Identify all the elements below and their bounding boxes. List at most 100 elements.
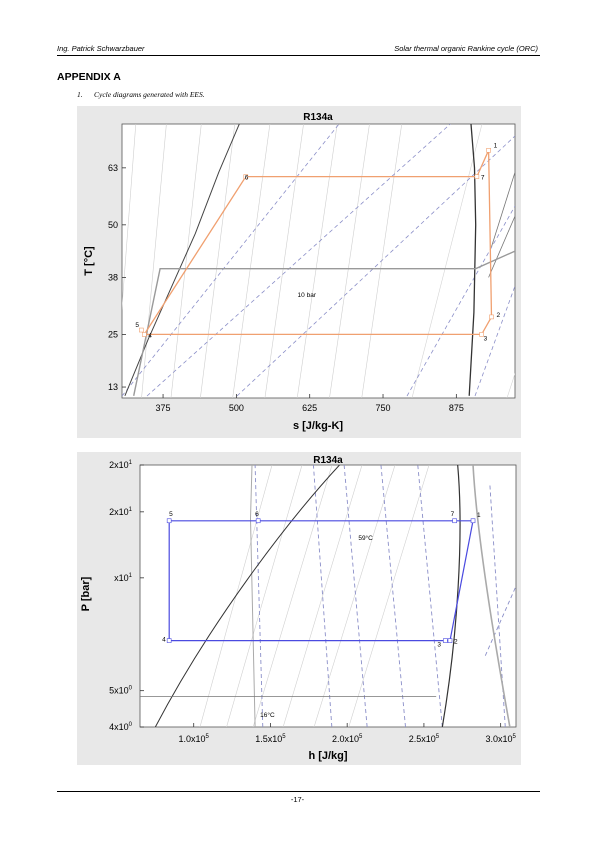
- background-curve: [329, 124, 370, 398]
- y-tick-label: 25: [108, 329, 118, 339]
- x-tick-label: 1.5x105: [255, 734, 286, 744]
- plot-area: [139, 464, 517, 728]
- saturated-liquid-line: [124, 124, 240, 396]
- cycle-path: [168, 520, 474, 642]
- state-label-4: 4: [148, 332, 152, 339]
- state-label-3: 3: [484, 335, 488, 342]
- x-axis-label: h [J/kg]: [308, 750, 347, 762]
- annotation-10-bar: 10 bar: [298, 292, 317, 299]
- y-tick-label: 38: [108, 272, 118, 282]
- background-curve: [411, 124, 483, 398]
- background-curve: [252, 465, 333, 727]
- state-point-7: [474, 174, 480, 179]
- x-tick-label: 750: [376, 403, 391, 413]
- state-point-4: [141, 332, 147, 337]
- x-tick-label: 2.0x105: [332, 734, 363, 744]
- dashed-curve: [254, 465, 264, 727]
- state-point-5: [166, 518, 172, 524]
- chart-title: R134a: [313, 455, 343, 466]
- background-curve: [296, 124, 338, 398]
- background-curve: [361, 124, 403, 398]
- background-curve: [348, 465, 430, 727]
- background-curve: [200, 124, 236, 398]
- y-tick-label: 63: [108, 163, 118, 173]
- y-tick-label: 2x101: [109, 460, 133, 470]
- state-point-6: [243, 174, 249, 179]
- y-tick-label: 2x101: [109, 507, 133, 517]
- caption-text: Cycle diagrams generated with EES.: [94, 90, 205, 99]
- background-curve: [141, 124, 167, 398]
- state-label-6: 6: [245, 175, 249, 182]
- dashed-curve: [489, 484, 506, 727]
- x-tick-label: 1.0x105: [179, 734, 210, 744]
- state-label-1: 1: [477, 512, 481, 519]
- background-curve: [232, 124, 271, 398]
- y-tick-label: 50: [108, 220, 118, 230]
- state-label-7: 7: [451, 511, 455, 518]
- annotation-59c: 59°C: [358, 534, 373, 542]
- saturated-vapor-line: [441, 465, 461, 727]
- state-label-6: 6: [255, 511, 259, 518]
- background-curve: [472, 465, 511, 727]
- dashed-curve: [312, 465, 333, 727]
- cycle: 1 2 3 4 5 6 7: [135, 142, 500, 342]
- header-document-title: Solar thermal organic Rankine cycle (ORC…: [394, 44, 538, 53]
- x-tick-label: 2.5x105: [409, 734, 440, 744]
- section-heading: APPENDIX A: [57, 71, 121, 83]
- state-label-5: 5: [169, 511, 173, 518]
- plot-area: [121, 123, 516, 399]
- axis-ticks: 1.0x105 1.5x105 2.0x105 2.5x105 3.0x105 4x100…: [109, 460, 516, 744]
- dashed-curve: [484, 586, 516, 656]
- isobar-line: [491, 172, 515, 247]
- state-point-3: [443, 638, 448, 643]
- x-tick-label: 500: [229, 403, 244, 413]
- chart-title: R134a: [303, 112, 333, 123]
- state-point-4: [166, 638, 172, 643]
- background-curve: [249, 465, 256, 727]
- saturated-liquid-line: [154, 465, 340, 727]
- x-tick-label: 625: [302, 403, 317, 413]
- axis-ticks: 375 500 625 750 875 13 25 38 50 63: [108, 163, 464, 413]
- y-tick-label: x101: [114, 573, 133, 583]
- background-curves: [122, 124, 515, 398]
- state-label-3: 3: [437, 642, 441, 649]
- dashed-curve: [380, 465, 406, 727]
- state-point-3: [479, 332, 484, 337]
- state-label-4: 4: [162, 637, 166, 644]
- background-curves: [140, 465, 516, 727]
- dashed-curve: [343, 465, 368, 727]
- x-axis-label: s [J/kg-K]: [293, 420, 343, 432]
- state-point-2: [489, 314, 494, 320]
- dashed-curve: [406, 205, 515, 397]
- state-point-6: [255, 518, 261, 524]
- background-curve: [282, 465, 363, 727]
- state-point-1: [470, 518, 476, 524]
- y-axis-label: T [°C]: [83, 246, 95, 276]
- background-curve: [170, 124, 202, 398]
- y-axis-label: P [bar]: [80, 576, 92, 611]
- header-rule: [57, 55, 540, 56]
- caption-number: 1.: [77, 90, 83, 99]
- isobar-10-bar: [133, 250, 515, 396]
- background-curve: [264, 124, 304, 398]
- state-point-7: [452, 518, 457, 524]
- footer-rule: [57, 791, 540, 792]
- state-point-1: [486, 148, 491, 153]
- annotation-16c: 16°C: [260, 711, 275, 719]
- background-curve: [226, 465, 303, 727]
- state-point-5: [139, 327, 144, 333]
- dashed-curve: [122, 124, 340, 397]
- state-label-5: 5: [135, 322, 139, 329]
- x-tick-label: 375: [156, 403, 171, 413]
- background-curve: [122, 124, 137, 311]
- dashed-curve: [474, 285, 515, 397]
- isobar-line: [488, 215, 515, 278]
- x-tick-label: 3.0x105: [485, 734, 516, 744]
- dashed-curve: [236, 135, 515, 397]
- header-author: Ing. Patrick Schwarzbauer: [57, 44, 145, 53]
- dashed-curve: [417, 465, 443, 727]
- state-label-1: 1: [494, 142, 498, 149]
- ph-diagram: 1.0x105 1.5x105 2.0x105 2.5x105 3.0x105 4x100…: [77, 452, 521, 765]
- page-number: -17-: [290, 795, 305, 804]
